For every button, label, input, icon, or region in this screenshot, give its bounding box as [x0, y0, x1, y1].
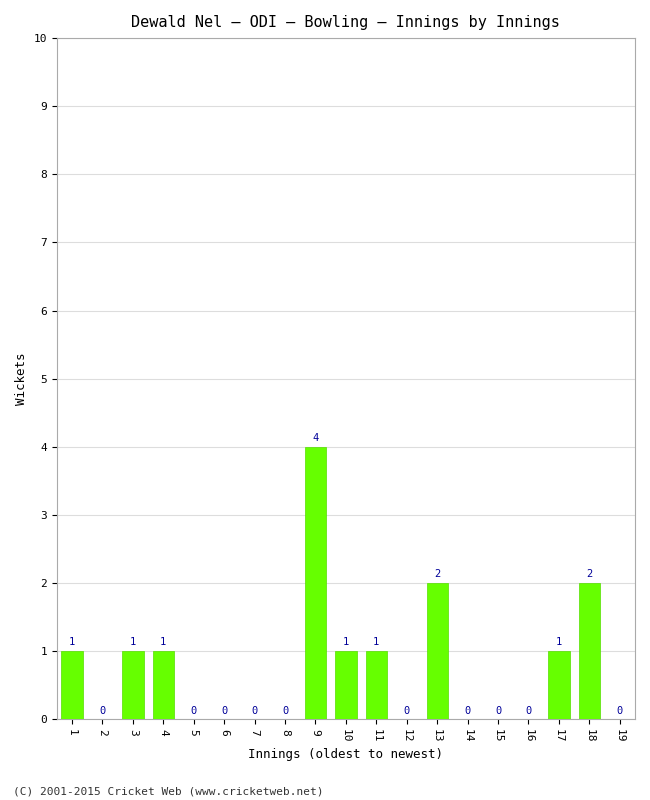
Text: 0: 0 [282, 706, 288, 717]
Bar [548, 651, 569, 719]
Text: 0: 0 [495, 706, 501, 717]
Text: 1: 1 [343, 637, 349, 647]
Text: 1: 1 [160, 637, 166, 647]
Bar [335, 651, 357, 719]
Text: 0: 0 [190, 706, 197, 717]
Y-axis label: Wickets: Wickets [15, 353, 28, 405]
Title: Dewald Nel – ODI – Bowling – Innings by Innings: Dewald Nel – ODI – Bowling – Innings by … [131, 15, 560, 30]
Text: 1: 1 [69, 637, 75, 647]
Text: 2: 2 [586, 569, 593, 579]
Bar [578, 583, 600, 719]
Text: 1: 1 [130, 637, 136, 647]
Text: 0: 0 [221, 706, 228, 717]
Text: 4: 4 [313, 433, 318, 442]
Bar [426, 583, 448, 719]
Text: 0: 0 [404, 706, 410, 717]
Text: 0: 0 [617, 706, 623, 717]
Text: 2: 2 [434, 569, 440, 579]
Text: 0: 0 [252, 706, 257, 717]
Bar [122, 651, 144, 719]
Bar [305, 446, 326, 719]
Text: 0: 0 [99, 706, 105, 717]
Text: 1: 1 [556, 637, 562, 647]
Text: 0: 0 [465, 706, 471, 717]
Bar [366, 651, 387, 719]
Text: (C) 2001-2015 Cricket Web (www.cricketweb.net): (C) 2001-2015 Cricket Web (www.cricketwe… [13, 786, 324, 796]
Text: 0: 0 [525, 706, 532, 717]
X-axis label: Innings (oldest to newest): Innings (oldest to newest) [248, 748, 443, 761]
Text: 1: 1 [373, 637, 380, 647]
Bar [153, 651, 174, 719]
Bar [61, 651, 83, 719]
